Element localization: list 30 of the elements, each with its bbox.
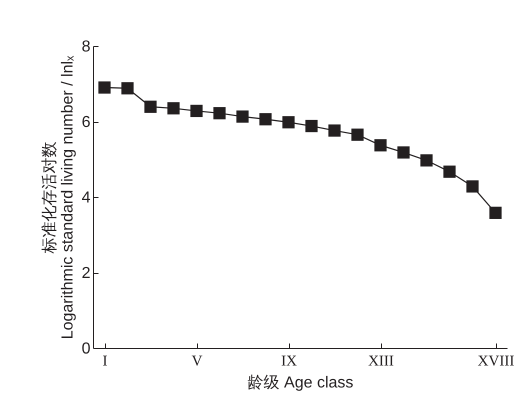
point bbox=[282, 116, 295, 128]
point bbox=[305, 120, 318, 132]
point bbox=[443, 166, 456, 178]
x-tick-label: V bbox=[192, 354, 203, 370]
y-tick-label: 6 bbox=[82, 114, 91, 131]
y-tick-label: 0 bbox=[82, 340, 91, 358]
y-axis-title: 标准化存活对数 Logarithmic standard living number / lnlₓ bbox=[40, 54, 77, 340]
point bbox=[397, 146, 410, 159]
y-tick-label: 2 bbox=[82, 265, 91, 282]
x-tick-label: XIII bbox=[368, 354, 394, 370]
x-axis-title: 龄级 Age class bbox=[248, 374, 354, 392]
point bbox=[236, 110, 249, 123]
x-tick-label: XVIII bbox=[478, 354, 514, 370]
point bbox=[144, 100, 157, 113]
x-tick-label: I bbox=[102, 354, 108, 370]
point bbox=[121, 82, 134, 94]
point bbox=[374, 139, 387, 152]
y-tick-label: 8 bbox=[82, 38, 91, 56]
point bbox=[213, 107, 226, 120]
y-tick-label: 4 bbox=[82, 190, 91, 206]
point bbox=[98, 81, 111, 94]
point bbox=[489, 206, 502, 219]
point bbox=[351, 128, 364, 141]
point bbox=[328, 124, 341, 137]
point bbox=[167, 102, 180, 114]
point bbox=[190, 104, 203, 118]
x-tick-label: IX bbox=[281, 354, 298, 370]
point bbox=[466, 180, 479, 193]
point bbox=[259, 113, 272, 126]
point bbox=[420, 154, 433, 167]
